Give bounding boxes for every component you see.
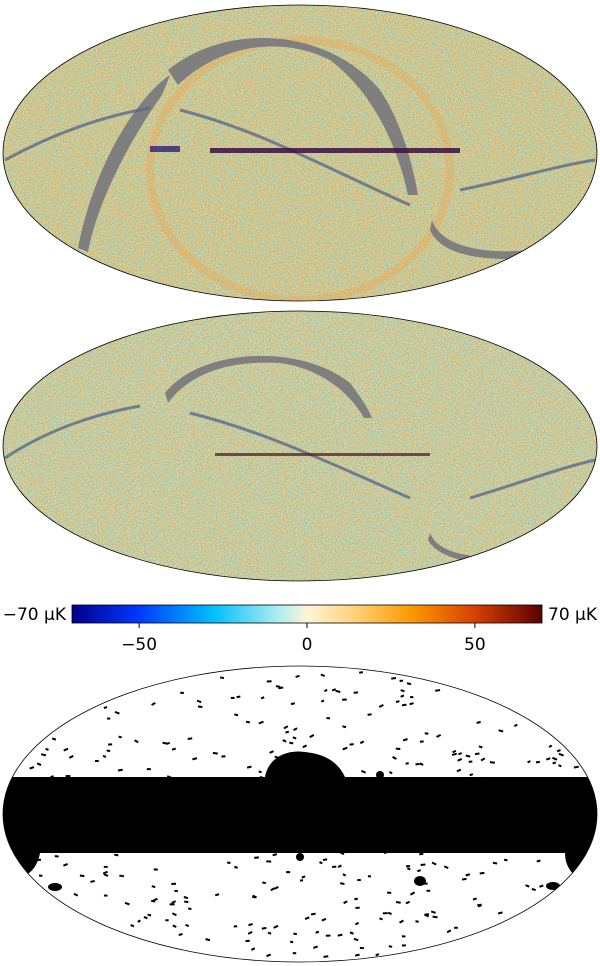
colorbar-tick-label: 50 [464,635,486,655]
middle-map-field [3,311,597,581]
mask-blob [376,771,384,779]
galactic-plane-residual-left [150,146,180,152]
galactic-mask-map [0,664,600,966]
scan-line-right [469,458,596,500]
residual-map-middle [0,308,600,584]
gray-mask-stripe-right [430,220,530,259]
gray-mask-bottom-right [428,533,520,564]
galactic-plane-residual [210,148,460,153]
colorbar-ticks: −50 0 50 [121,623,486,655]
mask-lmc-blob [414,876,426,886]
mask-bulge-top [265,751,345,777]
ring-artifact [146,36,454,301]
colorbar-max-label: 70 µK [548,605,598,625]
mask-map-outline [2,665,598,963]
colorbar-tick-label: −50 [121,635,157,655]
mask-blob [546,882,560,890]
scan-line-center [189,411,411,500]
colorbar-gradient [71,604,543,624]
galactic-plane-residual [215,453,430,456]
scan-line-left [4,106,151,162]
colorbar-tick-label: 0 [302,635,313,655]
colorbar: −70 µK 70 µK −50 0 50 [0,598,600,656]
mask-blob [48,883,62,891]
scan-line-right [459,158,596,192]
middle-map-outline [2,310,598,582]
scan-line-left [4,404,141,460]
top-map-outline [2,4,598,302]
mask-blob [296,853,304,861]
galactic-plane-mask-band [3,777,597,853]
top-map-field [3,5,597,301]
colorbar-min-label: −70 µK [3,605,67,625]
gray-mask-stripe-arc [168,37,418,195]
gray-mask-stripe-left [78,75,170,252]
gray-mask-arc [165,355,372,418]
residual-map-top [0,0,600,305]
